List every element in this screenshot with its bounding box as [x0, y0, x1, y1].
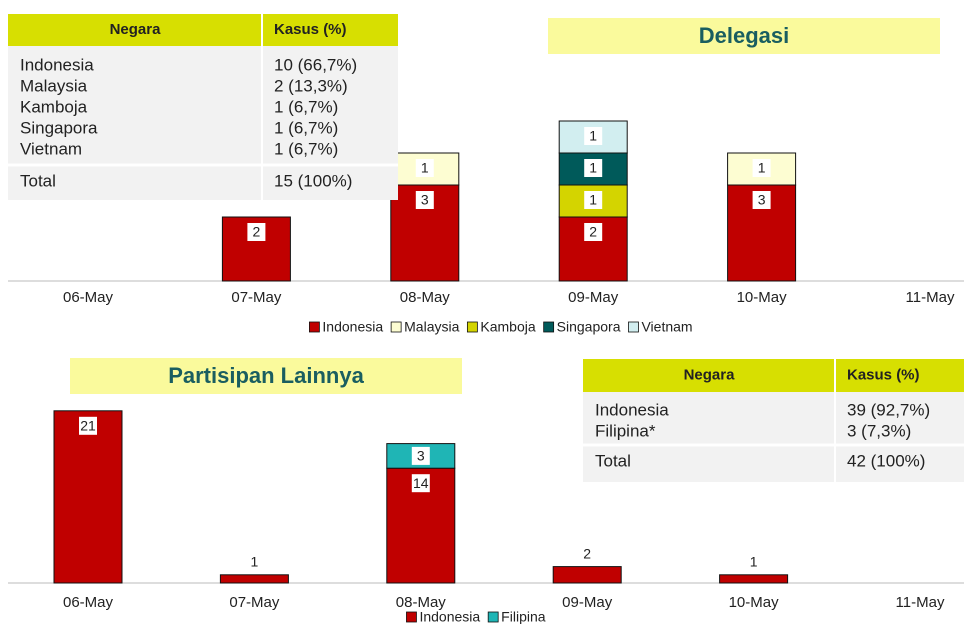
title-box [548, 18, 940, 54]
table-body [583, 392, 964, 482]
legend-swatch [487, 611, 499, 623]
x-tick-label: 07-May [231, 289, 282, 306]
value-label: 1 [589, 192, 597, 208]
value-label: 1 [421, 160, 429, 176]
legend: Indonesia Malaysia Kamboja Singapora Vietnam [309, 319, 693, 335]
table-cell: 1 (6,7%) [274, 97, 338, 116]
value-label: 14 [413, 475, 429, 491]
legend-swatch [390, 321, 402, 333]
table-cell: 1 (6,7%) [274, 118, 338, 137]
table-cell: Malaysia [20, 76, 88, 95]
chart-title: Partisipan Lainnya [168, 363, 364, 388]
bar [719, 574, 789, 584]
x-tick-label: 11-May [896, 594, 945, 611]
value-label: 1 [251, 554, 259, 570]
value-label: 2 [589, 224, 597, 240]
x-tick-label: 06-May [63, 594, 114, 611]
label-box [584, 127, 603, 145]
value-label: 21 [80, 418, 96, 434]
label-box [415, 159, 434, 177]
table-cell: Filipina* [595, 421, 656, 440]
label-box [411, 446, 430, 465]
table-cell: 10 (66,7%) [274, 55, 357, 74]
value-label: 1 [589, 128, 597, 144]
header-left [8, 14, 261, 46]
legend-label: Kamboja [480, 319, 535, 335]
table-total: 42 (100%) [847, 451, 925, 470]
value-label: 3 [421, 192, 429, 208]
x-tick-label: 10-May [729, 594, 780, 611]
table-cell: Kamboja [20, 97, 88, 116]
header-right [836, 359, 964, 392]
legend-label: Filipina [501, 609, 546, 624]
label-box [752, 191, 771, 209]
table-cell: Indonesia [595, 400, 669, 419]
table-header: Negara [110, 21, 162, 38]
value-label: 3 [758, 192, 766, 208]
table-cell: 3 (7,3%) [847, 421, 911, 440]
label-box [752, 159, 771, 177]
legend: Indonesia Filipina [406, 609, 546, 624]
header-left [583, 359, 834, 392]
table-cell: 2 (13,3%) [274, 76, 348, 95]
label-box [247, 223, 266, 241]
legend-swatch [466, 321, 478, 333]
label-box [584, 159, 603, 177]
x-tick-label: 06-May [63, 289, 114, 306]
legend-label: Indonesia [322, 319, 383, 335]
x-tick-label: 08-May [396, 594, 447, 611]
table-header: Negara [684, 366, 736, 383]
bar [53, 410, 123, 584]
table-cell: 1 (6,7%) [274, 139, 338, 158]
table-total: Total [595, 451, 631, 470]
value-label: 3 [417, 448, 425, 464]
table-cell: Vietnam [20, 139, 82, 158]
table-total: 15 (100%) [274, 171, 352, 190]
x-tick-label: 07-May [229, 594, 280, 611]
x-tick-label: 08-May [400, 289, 451, 306]
table-cell: Indonesia [20, 55, 94, 74]
label-box [584, 223, 603, 241]
table-total: Total [20, 171, 56, 190]
legend-label: Vietnam [641, 319, 692, 335]
title-box [70, 358, 462, 394]
bar [219, 574, 289, 584]
legend-label: Malaysia [404, 319, 459, 335]
label-box [79, 416, 97, 435]
table-cell: 39 (92,7%) [847, 400, 930, 419]
header-right [263, 14, 398, 46]
legend-swatch [406, 611, 417, 623]
label-box [415, 191, 434, 209]
value-label: 1 [589, 160, 597, 176]
x-tick-label: 09-May [562, 594, 613, 611]
x-tick-label: 10-May [737, 289, 788, 306]
value-label: 2 [583, 545, 591, 561]
legend-swatch [543, 321, 555, 333]
bar [552, 566, 622, 584]
table-header: Kasus (%) [274, 21, 347, 38]
legend-label: Indonesia [419, 609, 480, 624]
label-box [584, 191, 603, 209]
value-label: 1 [750, 554, 758, 570]
table-body [8, 46, 398, 200]
legend-label: Singapora [557, 319, 621, 335]
table-header: Kasus (%) [847, 366, 920, 383]
table-cell: Singapora [20, 118, 98, 137]
chart-title: Delegasi [699, 23, 790, 48]
label-box [411, 474, 430, 493]
value-label: 2 [253, 224, 261, 240]
x-tick-label: 11-May [906, 289, 955, 306]
x-tick-label: 09-May [568, 289, 619, 306]
value-label: 1 [758, 160, 766, 176]
legend-swatch [628, 321, 639, 333]
legend-swatch [309, 321, 320, 333]
